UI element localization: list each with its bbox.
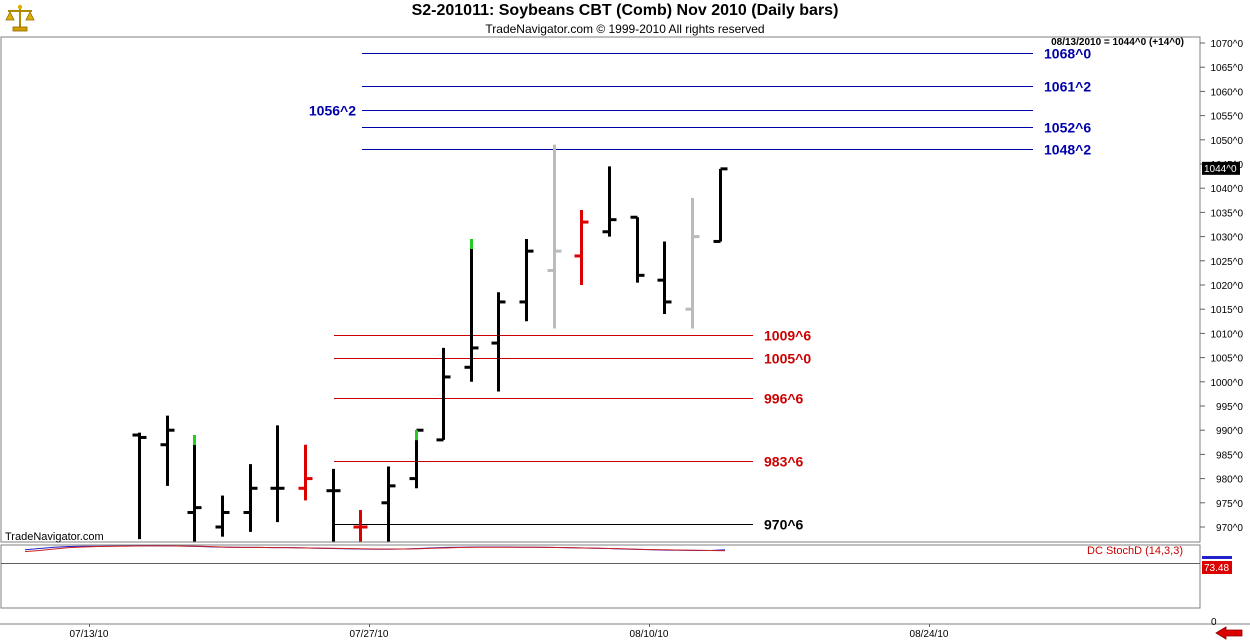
price-tick-label: 1040^0 (1211, 184, 1244, 195)
ohlc-bar (270, 425, 285, 523)
ohlc-bar (491, 292, 506, 392)
price-tick-label: 990^0 (1216, 426, 1243, 437)
ohlc-bar (685, 197, 700, 329)
ohlc-bar (160, 415, 175, 486)
ohlc-bar (602, 166, 617, 237)
level-label: 1009^6 (764, 328, 811, 344)
stoch-value-label: 73.48 (1204, 563, 1229, 574)
ohlc-bar (243, 464, 258, 532)
ohlc-bar (187, 435, 202, 542)
price-tick-label: 1030^0 (1211, 233, 1244, 244)
chart-frame (0, 36, 1250, 625)
date-axis: 07/13/10 07/27/10 08/10/10 08/24/10 (70, 624, 949, 640)
price-tick-label: 970^0 (1216, 523, 1243, 534)
level-label: 1068^0 (1044, 46, 1091, 62)
price-tick-label: 1070^0 (1211, 39, 1244, 50)
level-label: 970^6 (764, 517, 804, 533)
level-label: 996^6 (764, 391, 804, 407)
price-readout: 08/13/2010 = 1044^0 (+14^0) (1051, 37, 1184, 48)
chart-title: S2-201011: Soybeans CBT (Comb) Nov 2010 … (411, 2, 839, 19)
stoch-k-marker (1202, 556, 1232, 559)
price-tick-label: 1055^0 (1211, 112, 1244, 123)
ohlc-bar (657, 241, 672, 315)
ohlc-bar (298, 444, 313, 501)
ohlc-bar (547, 144, 562, 329)
price-tick-label: 1015^0 (1211, 305, 1244, 316)
price-tick-label: 975^0 (1216, 499, 1243, 510)
price-tick-label: 1050^0 (1211, 136, 1244, 147)
date-tick-label: 08/24/10 (910, 629, 949, 640)
date-tick-label: 07/27/10 (350, 629, 389, 640)
price-tick-label: 1025^0 (1211, 257, 1244, 268)
price-tick-label: 1020^0 (1211, 281, 1244, 292)
ohlc-bar (215, 495, 230, 537)
price-tick-label: 1060^0 (1211, 87, 1244, 98)
last-price-label: 1044^0 (1204, 164, 1237, 175)
price-axis: 1070^01065^01060^01055^01050^01045^01040… (1200, 39, 1243, 534)
stoch-zero-label: 0 (1211, 617, 1217, 628)
price-tick-label: 1035^0 (1211, 208, 1244, 219)
level-label: 1052^6 (1044, 120, 1091, 136)
level-label: 1048^2 (1044, 142, 1091, 158)
price-tick-label: 1010^0 (1211, 329, 1244, 340)
stoch-panel-border (0, 544, 1201, 609)
price-tick-label: 985^0 (1216, 450, 1243, 461)
stoch-title: DC StochD (14,3,3) (1087, 545, 1183, 557)
price-panel-border (0, 36, 1201, 543)
ohlc-bar (132, 432, 147, 540)
price-tick-label: 1000^0 (1211, 378, 1244, 389)
level-label: 1061^2 (1044, 79, 1091, 95)
level-lines: 1068^0 1061^2 1056^2 1052^6 1048^2 1009^6 1005… (309, 46, 1091, 533)
ohlc-bar (574, 209, 589, 285)
left-arrow-icon[interactable] (1214, 626, 1244, 640)
price-tick-label: 980^0 (1216, 475, 1243, 486)
stoch-value-badge (1202, 561, 1232, 574)
ohlc-bar (409, 428, 424, 489)
ohlc-bar (630, 215, 645, 283)
price-tick-label: 1005^0 (1211, 354, 1244, 365)
date-tick-label: 08/10/10 (630, 629, 669, 640)
price-tick-label: 995^0 (1216, 402, 1243, 413)
ohlc-bar (326, 468, 341, 542)
ohlc-bar (713, 167, 728, 243)
price-bars (132, 144, 728, 542)
last-price-badge (1202, 161, 1240, 175)
ohlc-bar (519, 239, 534, 322)
scales-icon[interactable] (4, 4, 36, 34)
stoch-d-line (24, 545, 726, 553)
stochastic-panel: DC StochD (14,3,3) 73.48 0 (1, 545, 1232, 628)
ohlc-bar (353, 510, 368, 542)
ohlc-bar (436, 347, 451, 442)
level-label: 1056^2 (309, 103, 356, 119)
date-tick-label: 07/13/10 (70, 629, 109, 640)
ohlc-bar (381, 466, 396, 542)
price-tick-label: 1065^0 (1211, 63, 1244, 74)
chart-subtitle: TradeNavigator.com © 1999-2010 All right… (485, 22, 765, 36)
level-label: 1005^0 (764, 351, 811, 367)
level-label: 983^6 (764, 454, 804, 470)
watermark-text: TradeNavigator.com (5, 531, 104, 543)
ohlc-bar (464, 239, 479, 382)
